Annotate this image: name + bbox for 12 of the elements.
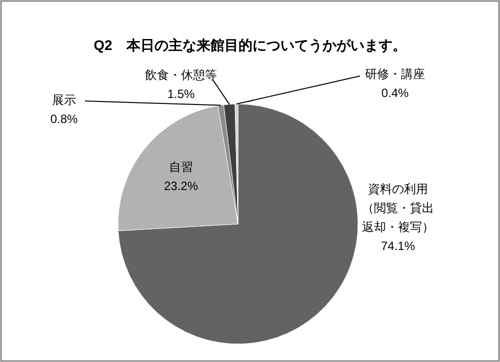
- slice-label: 飲食・休憩等: [144, 67, 218, 84]
- data-label: 0.4%: [380, 85, 410, 102]
- chart-title: Q2 本日の主な来館目的についてうかがいます。: [94, 37, 406, 54]
- slice-label: 自習: [168, 159, 194, 176]
- slice-label: 資料の利用（閲覧・貸出返却・複写）: [361, 181, 435, 236]
- slice-label: 展示: [51, 92, 77, 109]
- data-label: 1.5%: [166, 86, 196, 103]
- data-label: 0.8%: [49, 111, 79, 128]
- data-label: 74.1%: [380, 238, 416, 255]
- data-label: 23.2%: [162, 178, 200, 195]
- pie-slice: [118, 104, 358, 344]
- slice-label: 研修・講座: [364, 66, 426, 83]
